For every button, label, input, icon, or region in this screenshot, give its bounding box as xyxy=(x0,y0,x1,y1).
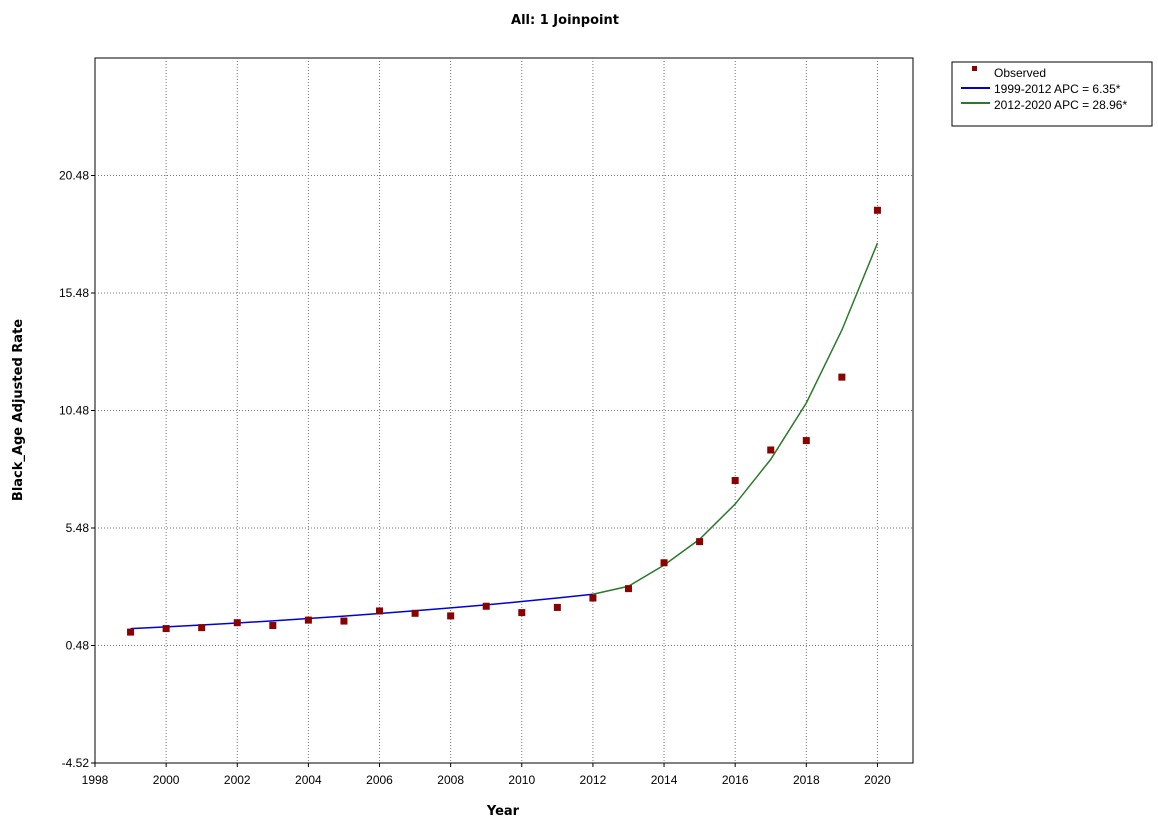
x-tick-label: 2016 xyxy=(722,773,749,787)
x-tick-label: 2010 xyxy=(508,773,535,787)
observed-point xyxy=(518,609,526,617)
x-tick-label: 2006 xyxy=(366,773,393,787)
observed-point xyxy=(233,619,241,627)
x-tick-label: 2004 xyxy=(295,773,322,787)
series-line-1 xyxy=(130,593,593,630)
observed-point xyxy=(589,594,597,602)
legend-box xyxy=(951,61,1153,127)
x-tick-label: 2018 xyxy=(793,773,820,787)
observed-point xyxy=(269,622,277,630)
observed-point xyxy=(198,624,206,632)
observed-point xyxy=(873,206,881,214)
y-tick-label: 0.48 xyxy=(66,639,90,653)
y-tick-label: 20.48 xyxy=(59,169,89,183)
observed-point xyxy=(304,616,312,624)
legend: Observed 1999-2012 APC = 6.35* 2012-2020… xyxy=(951,61,1153,127)
x-tick-label: 1998 xyxy=(82,773,109,787)
x-tick-label: 2012 xyxy=(580,773,607,787)
y-tick-label: 15.48 xyxy=(59,286,89,300)
observed-point xyxy=(553,603,561,611)
grid-lines xyxy=(95,58,913,763)
observed-point xyxy=(767,446,775,454)
observed-point xyxy=(340,617,348,625)
legend-observed-marker xyxy=(972,66,977,71)
y-tick-label: 5.48 xyxy=(66,521,90,535)
axis-ticks: 1998 2000 2002 2004 2006 2008 2010 2012 2014 2016… xyxy=(59,169,891,788)
observed-point xyxy=(802,437,810,445)
observed-point xyxy=(696,538,704,546)
observed-point xyxy=(838,373,846,381)
observed-point xyxy=(162,625,170,633)
observed-point xyxy=(376,607,384,615)
observed-point xyxy=(447,612,455,620)
observed-point xyxy=(411,609,419,617)
y-axis-label: Black_Age Adjusted Rate xyxy=(11,319,26,501)
x-tick-label: 2008 xyxy=(437,773,464,787)
observed-point xyxy=(624,585,632,593)
x-tick-label: 2002 xyxy=(224,773,251,787)
y-tick-label: 10.48 xyxy=(59,404,89,418)
x-axis-label: Year xyxy=(486,804,520,819)
legend-observed-label: Observed xyxy=(994,66,1046,80)
x-tick-label: 2020 xyxy=(864,773,891,787)
observed-point xyxy=(127,628,135,636)
observed-point xyxy=(660,559,668,567)
chart-title: All: 1 Joinpoint xyxy=(511,13,619,28)
series-lines xyxy=(130,242,879,630)
legend-series-2-label: 2012-2020 APC = 28.96* xyxy=(994,98,1127,112)
observed-point xyxy=(731,477,739,485)
x-tick-label: 2000 xyxy=(153,773,180,787)
observed-point xyxy=(482,602,490,610)
series-line-2 xyxy=(592,242,879,596)
legend-series-1-label: 1999-2012 APC = 6.35* xyxy=(994,82,1121,96)
x-tick-label: 2014 xyxy=(651,773,678,787)
y-tick-label: -4.52 xyxy=(62,756,90,770)
observed-points xyxy=(127,206,881,636)
